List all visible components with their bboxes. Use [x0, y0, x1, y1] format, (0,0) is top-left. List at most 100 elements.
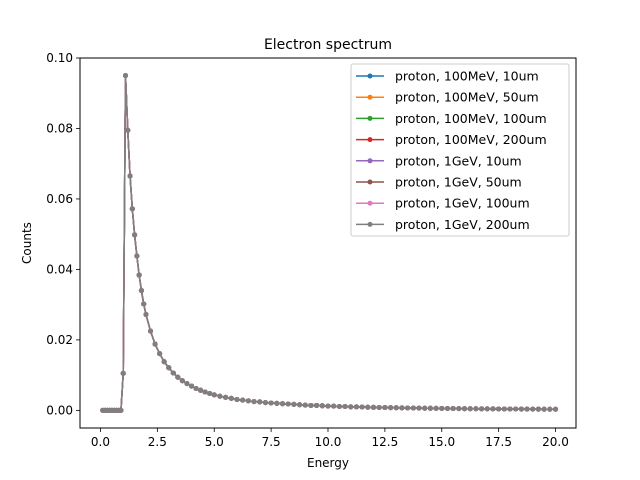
data-point — [138, 288, 144, 294]
legend-marker-swatch — [367, 200, 373, 206]
legend-label: proton, 1GeV, 10um — [395, 153, 522, 168]
legend-marker-swatch — [367, 73, 373, 79]
legend-marker-swatch — [367, 115, 373, 121]
legend-label: proton, 100MeV, 50um — [395, 90, 539, 105]
legend-marker-swatch — [367, 179, 373, 185]
y-tick-label: 0.08 — [46, 121, 73, 135]
data-point — [268, 400, 274, 406]
data-point — [217, 393, 223, 399]
data-point — [416, 405, 422, 411]
legend-frame — [350, 63, 570, 237]
data-point — [371, 404, 376, 410]
data-point — [342, 404, 348, 409]
data-point — [501, 406, 507, 412]
y-tick-label: 0.10 — [46, 51, 73, 65]
y-axis-label: Counts — [20, 222, 34, 264]
data-point — [388, 405, 394, 411]
data-point — [530, 406, 536, 412]
x-tick-label: 12.5 — [372, 435, 399, 449]
data-point — [484, 406, 490, 412]
data-point — [507, 406, 513, 412]
data-point — [141, 301, 147, 307]
data-point — [184, 381, 190, 387]
data-point — [496, 406, 502, 412]
data-point — [175, 374, 181, 380]
data-point — [280, 401, 285, 407]
x-tick-label: 17.5 — [485, 435, 512, 449]
data-point — [118, 407, 124, 413]
data-point — [251, 399, 257, 405]
data-point — [170, 370, 176, 376]
legend-label: proton, 100MeV, 100um — [395, 111, 547, 126]
legend-entry: proton, 1GeV, 10um — [356, 153, 522, 168]
data-point — [132, 232, 138, 238]
x-axis-label: Energy — [307, 456, 349, 470]
data-point — [479, 406, 485, 412]
data-point — [535, 406, 541, 412]
data-point — [376, 404, 382, 410]
data-point — [262, 400, 268, 406]
data-point — [193, 386, 199, 392]
data-point — [467, 406, 473, 412]
data-point — [223, 394, 229, 400]
legend-entry: proton, 1GeV, 50um — [356, 175, 522, 190]
x-tick-label: 2.5 — [148, 435, 167, 449]
series-layer — [100, 73, 559, 413]
data-point — [331, 403, 337, 409]
legend-label: proton, 100MeV, 200um — [395, 132, 547, 147]
data-point — [234, 396, 240, 402]
data-point — [211, 392, 217, 398]
data-point — [245, 398, 251, 404]
legend-marker-swatch — [367, 158, 373, 164]
legend-entry: proton, 100MeV, 10um — [356, 69, 539, 84]
data-point — [207, 390, 213, 396]
legend-marker-swatch — [367, 137, 373, 143]
data-point — [353, 404, 359, 410]
data-point — [302, 402, 308, 408]
data-point — [444, 406, 450, 412]
y-tick-label: 0.06 — [46, 192, 73, 206]
data-point — [202, 389, 208, 395]
data-point — [136, 272, 142, 278]
data-point — [439, 405, 445, 411]
data-point — [297, 402, 303, 408]
legend-entry: proton, 1GeV, 200um — [356, 217, 530, 232]
data-point — [422, 405, 428, 411]
legend-entry: proton, 100MeV, 50um — [356, 90, 539, 105]
y-tick-label: 0.04 — [46, 262, 73, 276]
data-point — [228, 395, 234, 401]
x-axis: 0.0 2.5 5.0 7.5 10.0 12.5 15.0 17.5 20.0 — [91, 428, 569, 449]
data-point — [553, 406, 559, 412]
data-point — [285, 401, 291, 407]
data-point — [179, 378, 185, 384]
data-point — [541, 406, 547, 412]
data-point — [274, 400, 280, 406]
data-point — [291, 401, 297, 407]
data-point — [405, 405, 411, 411]
x-tick-label: 15.0 — [428, 435, 455, 449]
x-tick-label: 20.0 — [542, 435, 569, 449]
data-point — [462, 406, 468, 412]
y-tick-label: 0.00 — [46, 403, 73, 417]
legend-label: proton, 1GeV, 200um — [395, 217, 530, 232]
data-point — [518, 406, 524, 412]
y-tick-label: 0.02 — [46, 333, 73, 347]
data-point — [188, 383, 194, 389]
x-tick-label: 5.0 — [205, 435, 224, 449]
data-point — [257, 399, 263, 405]
legend-label: proton, 1GeV, 50um — [395, 175, 522, 190]
x-tick-label: 0.0 — [91, 435, 110, 449]
data-point — [410, 405, 416, 411]
data-point — [129, 206, 135, 212]
legend-marker-swatch — [367, 94, 373, 100]
y-axis: 0.00 0.02 0.04 0.06 0.08 0.10 — [46, 51, 80, 417]
data-point — [152, 341, 158, 347]
x-tick-label: 10.0 — [315, 435, 342, 449]
legend-entry: proton, 1GeV, 100um — [356, 196, 530, 211]
series-8 — [100, 73, 559, 413]
data-point — [143, 312, 149, 318]
chart-title: Electron spectrum — [264, 37, 392, 53]
data-point — [148, 328, 154, 334]
data-point — [348, 404, 354, 410]
